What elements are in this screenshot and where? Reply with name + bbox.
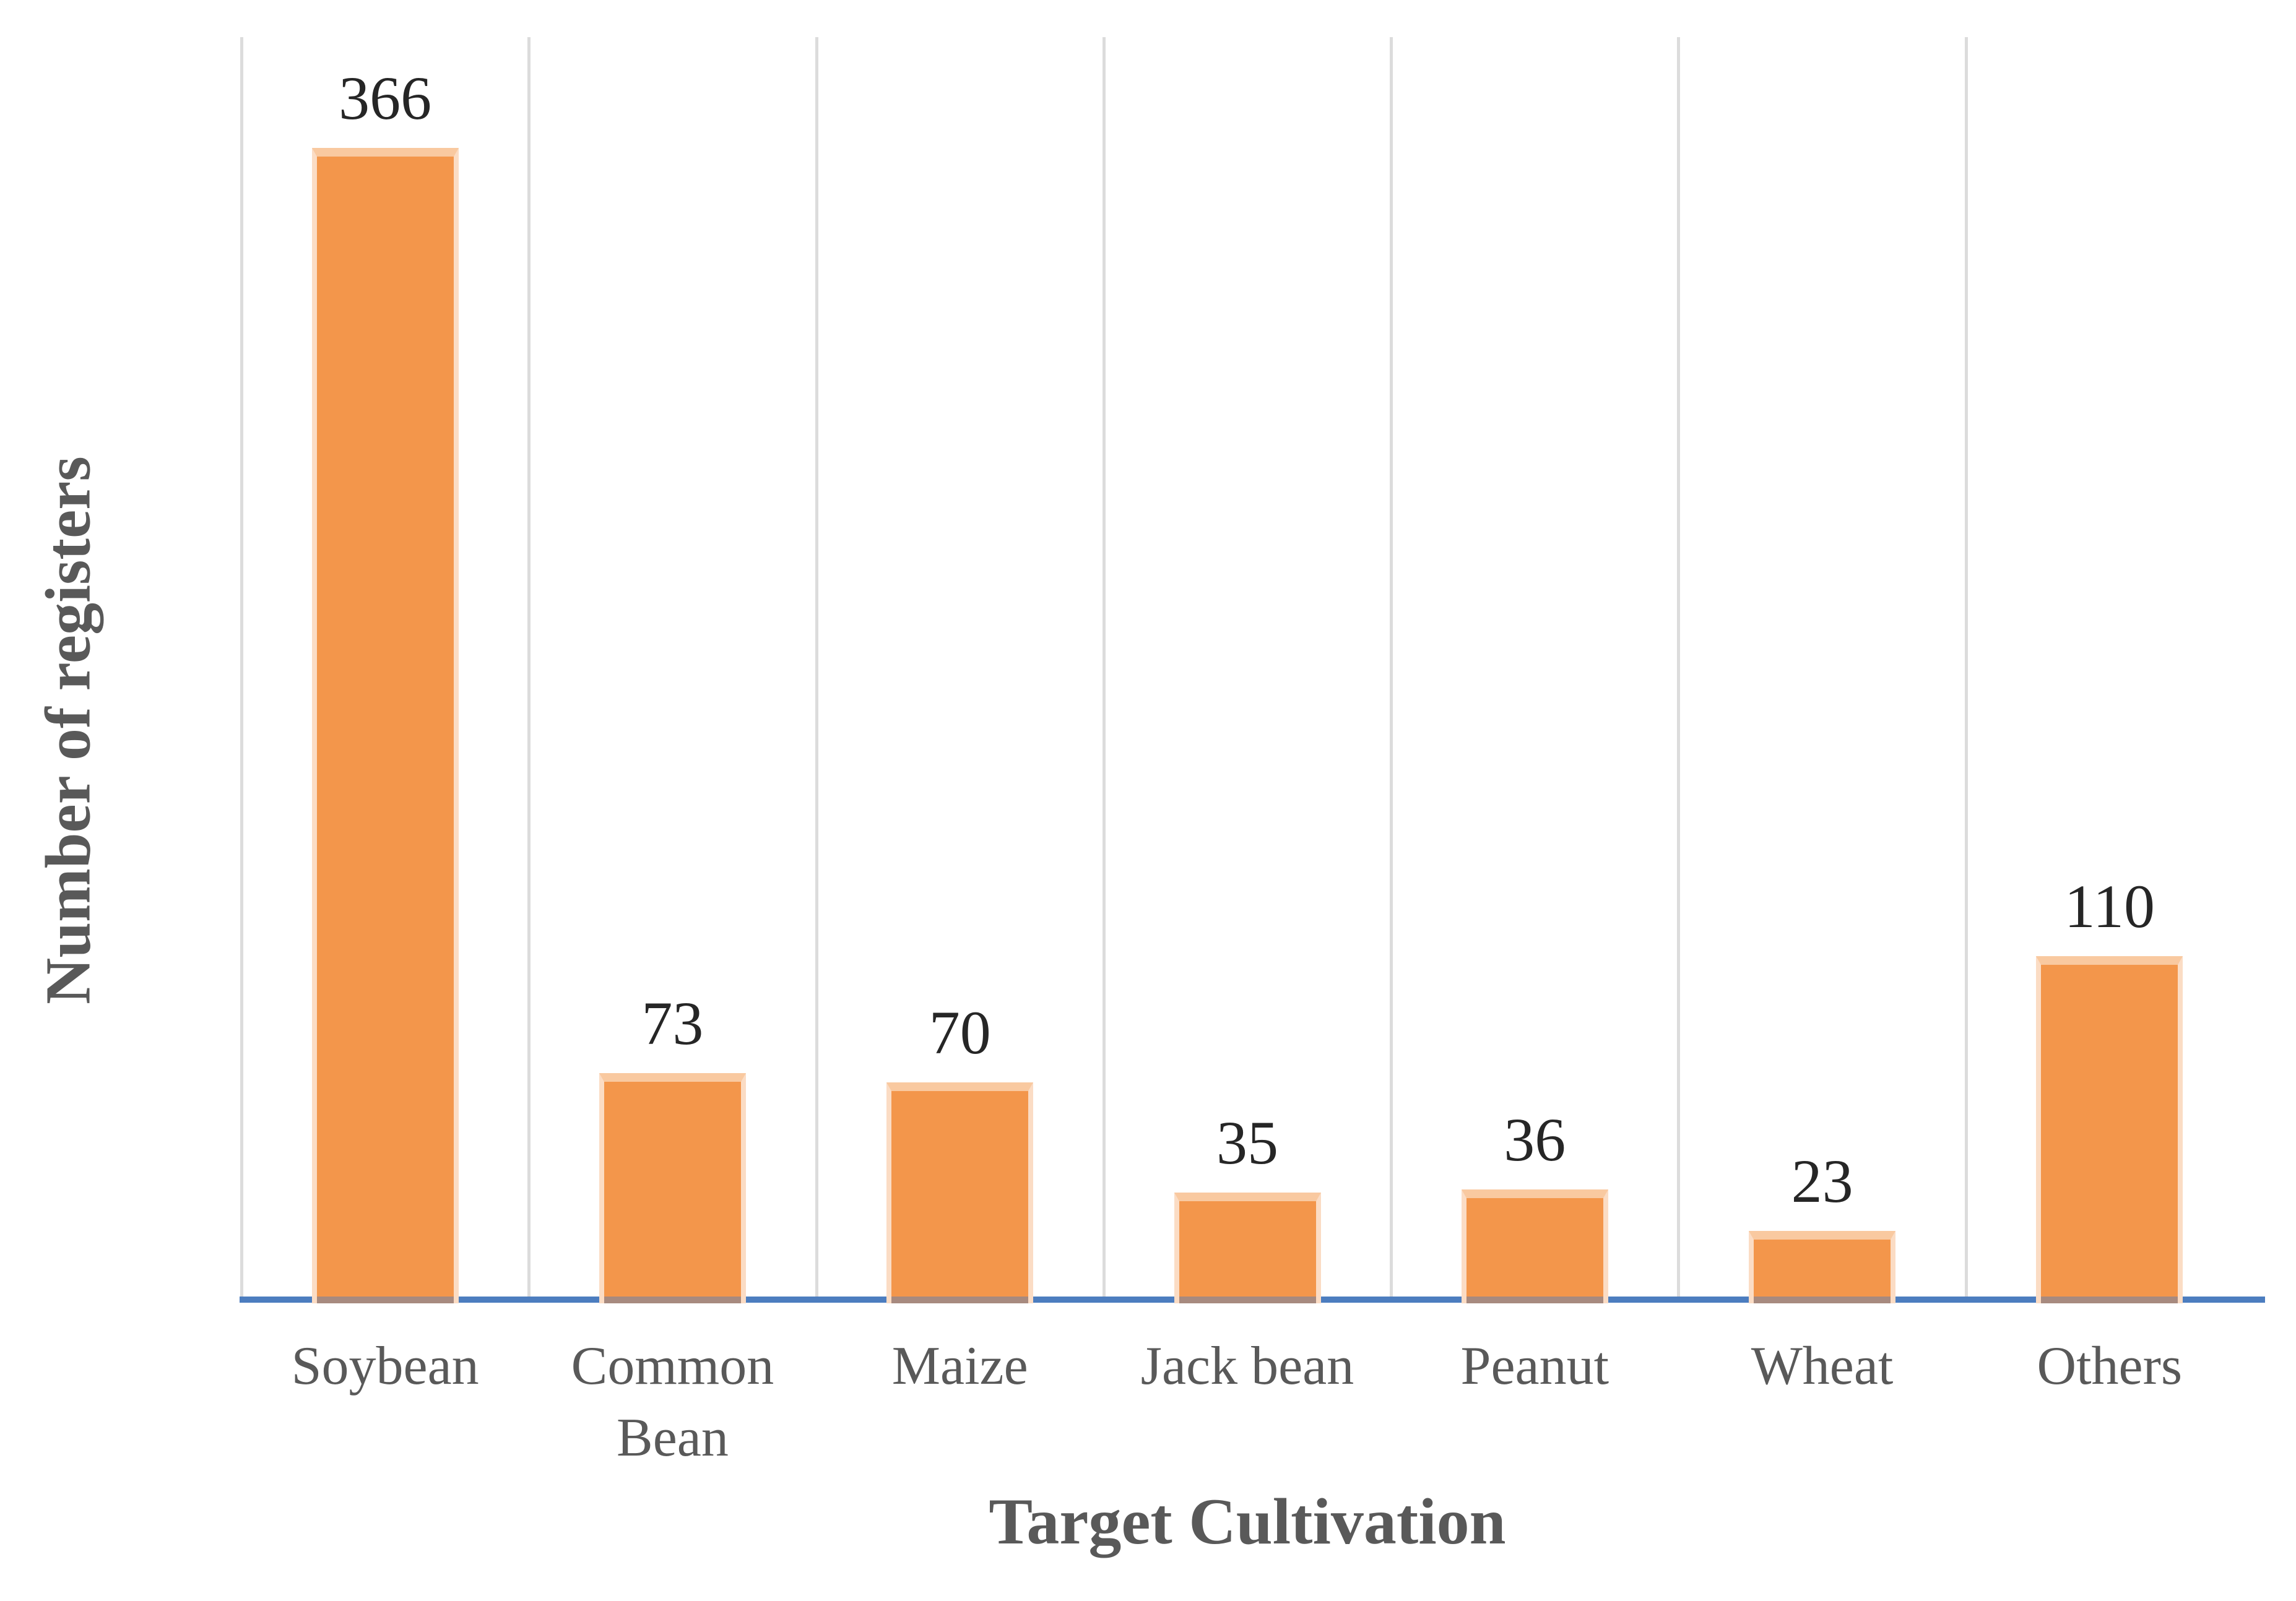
gridline <box>1677 37 1681 1300</box>
category-label-wheat: Wheat <box>1678 1331 1965 1402</box>
category-label-text: Soybean <box>291 1336 479 1396</box>
category-label-text: Wheat <box>1751 1336 1894 1396</box>
category-label-text: Peanut <box>1460 1336 1609 1396</box>
value-label: 366 <box>339 64 432 132</box>
gridline <box>1390 37 1393 1300</box>
bar-soybean <box>311 148 459 1303</box>
value-label: 23 <box>1791 1147 1853 1215</box>
gridline <box>527 37 531 1300</box>
value-label: 73 <box>641 989 704 1058</box>
gridline <box>815 37 818 1300</box>
value-label: 35 <box>1216 1108 1278 1177</box>
bar-peanut <box>1461 1189 1608 1303</box>
category-label-soybean: Soybean <box>241 1331 529 1402</box>
category-label-jack-bean: Jack bean <box>1104 1331 1391 1402</box>
gridline <box>1102 37 1106 1300</box>
category-label-common-bean: Common Bean <box>529 1331 816 1474</box>
bar-maize <box>886 1082 1034 1303</box>
category-label-peanut: Peanut <box>1391 1331 1678 1402</box>
bar-common-bean <box>599 1073 746 1303</box>
category-label-maize: Maize <box>817 1331 1104 1402</box>
value-label: 36 <box>1504 1105 1566 1174</box>
category-label-text: Common Bean <box>571 1336 774 1469</box>
y-axis-title: Number of registers <box>32 456 104 1004</box>
category-label-text: Jack bean <box>1140 1336 1354 1396</box>
value-label: 70 <box>929 998 991 1067</box>
gridline <box>240 37 243 1300</box>
bar-jack-bean <box>1174 1193 1321 1303</box>
gridline <box>1964 37 1968 1300</box>
bar-others <box>2036 956 2183 1303</box>
category-label-text: Maize <box>891 1336 1028 1396</box>
x-axis-title: Target Cultivation <box>989 1485 1506 1558</box>
category-label-others: Others <box>1966 1331 2253 1402</box>
value-label: 110 <box>2064 872 2155 941</box>
bar-wheat <box>1749 1231 1896 1303</box>
x-axis-category-labels: Soybean Common Bean Maize Jack bean Peanut Wh… <box>241 1331 2253 1485</box>
plot-area: 366 73 70 35 36 23 110 <box>240 37 2265 1303</box>
category-label-text: Others <box>2037 1336 2183 1396</box>
